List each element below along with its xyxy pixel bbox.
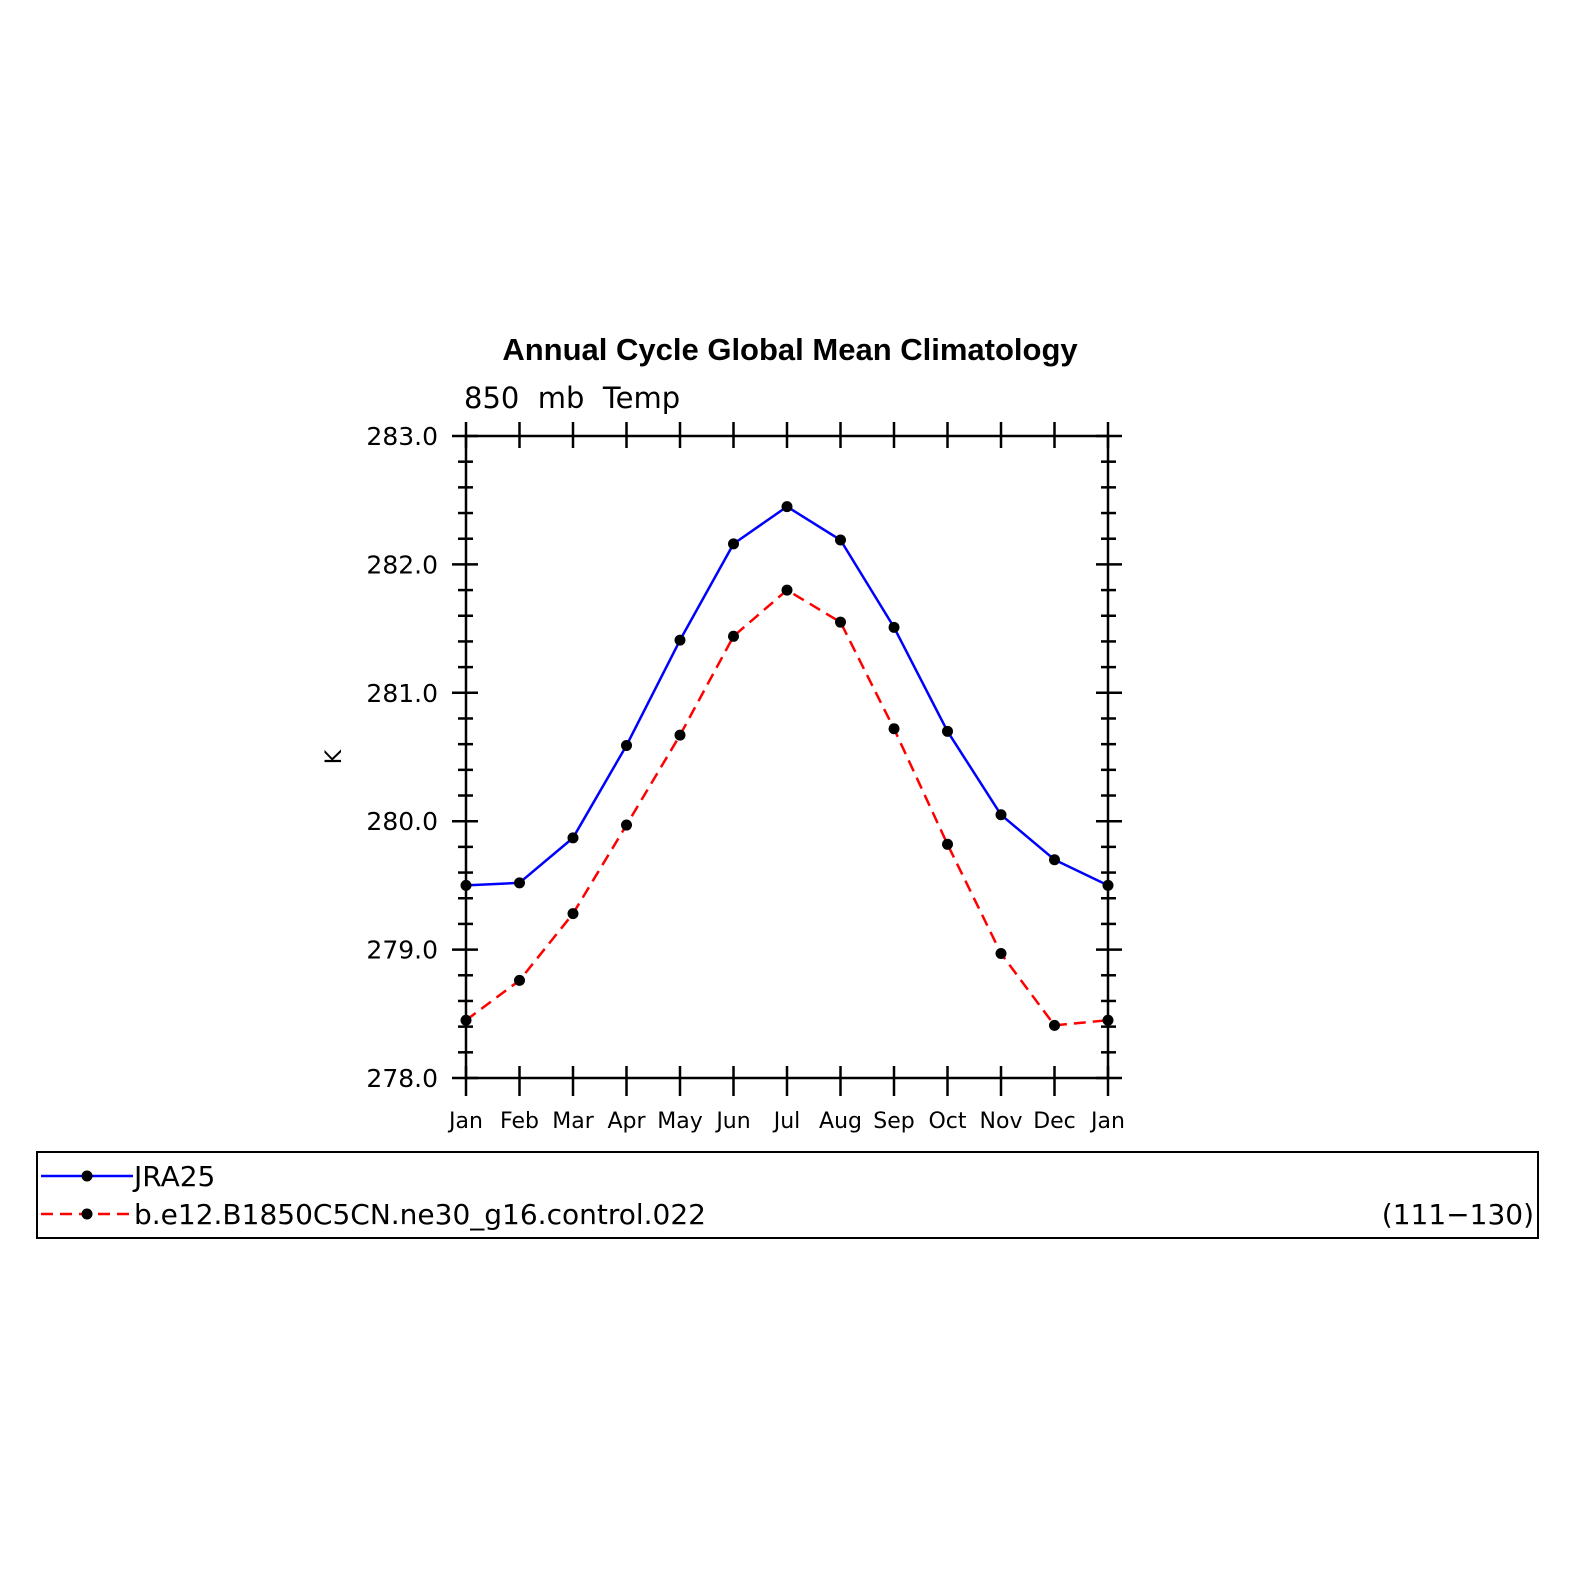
axis-ticks: Jan Feb Mar Apr May Jun Jul Aug Sep Oct Nov Dec Jan 2… <box>366 422 1125 1134</box>
legend-annotation: (111−130) <box>1382 1198 1534 1231</box>
y-axis-label: K <box>322 749 347 764</box>
x-tick-label: Jul <box>772 1109 801 1134</box>
series-2-point <box>514 974 525 986</box>
x-tick-label: Apr <box>607 1109 646 1134</box>
chart-subtitle: 850 mb Temp <box>464 381 680 415</box>
legend-box <box>36 1151 1539 1239</box>
chart-title: Annual Cycle Global Mean Climatology <box>502 332 1078 367</box>
legend-label-1: JRA25 <box>132 1160 215 1193</box>
y-tick-label: 281.0 <box>366 679 438 708</box>
x-tick-label: Aug <box>819 1109 862 1134</box>
series-1-point <box>995 809 1007 821</box>
y-tick-label: 280.0 <box>366 807 438 836</box>
series-2-point <box>621 819 632 831</box>
series-2-point <box>835 616 846 628</box>
series-line-2 <box>465 588 1109 1027</box>
y-tick-label: 278.0 <box>366 1064 438 1093</box>
series-2-point <box>942 838 953 850</box>
series-1-point <box>567 832 579 844</box>
series-2-point <box>995 947 1007 959</box>
series-1-point <box>514 877 525 889</box>
series-2-point <box>567 908 579 920</box>
series-line-1 <box>465 505 1109 887</box>
series-1-point <box>942 725 953 737</box>
series-1-point <box>888 621 900 633</box>
x-tick-label: Dec <box>1033 1109 1076 1134</box>
x-tick-label: May <box>657 1109 702 1134</box>
series-2-point <box>888 723 900 735</box>
series-1-point <box>728 538 739 550</box>
series-1-point <box>1049 854 1060 866</box>
x-tick-label: Mar <box>552 1109 594 1134</box>
series-1-point <box>781 501 793 513</box>
series-2-point <box>674 729 686 741</box>
series-1-point <box>674 634 686 646</box>
series-1-point <box>621 739 632 751</box>
legend: JRA25 b.e12.B1850C5CN.ne30_g16.control.02… <box>36 1151 1539 1239</box>
legend-marker-1 <box>81 1170 93 1182</box>
data-series <box>460 501 1114 1031</box>
y-tick-label: 279.0 <box>366 936 438 965</box>
x-tick-label: Oct <box>928 1109 966 1134</box>
series-2-point <box>1049 1019 1060 1031</box>
plot-frame <box>464 434 1110 1080</box>
x-tick-label: Jan <box>1089 1109 1125 1134</box>
series-2-point <box>781 584 793 596</box>
y-tick-label: 283.0 <box>366 422 438 451</box>
x-tick-label: Jan <box>447 1109 483 1134</box>
x-tick-label: Nov <box>980 1109 1023 1134</box>
y-tick-label: 282.0 <box>366 550 438 579</box>
x-tick-label: Jun <box>714 1109 750 1134</box>
x-tick-label: Feb <box>500 1109 539 1134</box>
legend-label-2: b.e12.B1850C5CN.ne30_g16.control.022 <box>134 1198 706 1231</box>
series-2-point <box>728 630 739 642</box>
legend-marker-2 <box>81 1208 93 1220</box>
x-tick-label: Sep <box>873 1109 914 1134</box>
series-1-point <box>835 534 846 546</box>
